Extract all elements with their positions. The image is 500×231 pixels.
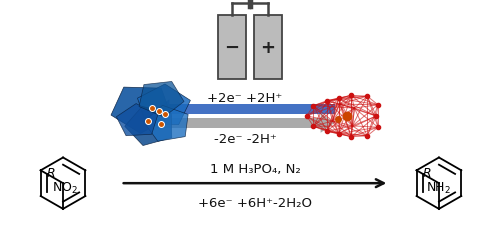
Polygon shape [156, 100, 170, 119]
Text: +: + [260, 39, 276, 57]
Bar [218, 16, 246, 80]
Polygon shape [138, 85, 190, 125]
Text: 1 M H₃PO₄, N₂: 1 M H₃PO₄, N₂ [210, 162, 300, 175]
Bar [254, 16, 282, 80]
Polygon shape [111, 88, 172, 134]
Text: R: R [46, 166, 55, 179]
Polygon shape [124, 107, 172, 146]
Polygon shape [116, 104, 158, 136]
Text: −: − [224, 39, 240, 57]
Text: NO$_2$: NO$_2$ [52, 180, 78, 195]
Bar [168, 105, 334, 115]
Text: R: R [422, 166, 431, 179]
Bar [156, 119, 322, 128]
Text: NH$_2$: NH$_2$ [426, 180, 452, 195]
Polygon shape [320, 113, 334, 133]
Polygon shape [139, 82, 184, 118]
Text: +2e⁻ +2H⁺: +2e⁻ +2H⁺ [208, 91, 282, 104]
Polygon shape [144, 106, 188, 142]
Text: +6e⁻ +6H⁺-2H₂O: +6e⁻ +6H⁺-2H₂O [198, 197, 312, 210]
Text: -2e⁻ -2H⁺: -2e⁻ -2H⁺ [214, 133, 276, 146]
